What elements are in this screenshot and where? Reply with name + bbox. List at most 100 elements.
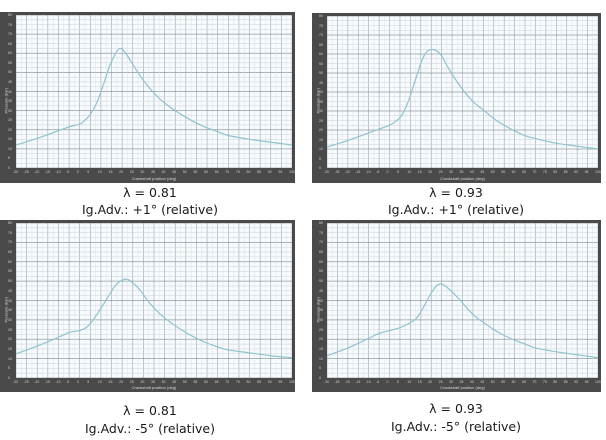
y-tick-label: 20 [8,127,12,132]
line-chart-2 [327,16,598,168]
x-tick-label: 90 [574,170,579,174]
x-axis-title-3: Crankshaft position (deg) [131,385,177,390]
x-tick-label: 5 [396,170,399,174]
x-tick-label: 80 [246,170,251,174]
x-axis-title-4: Crankshaft position (deg) [440,385,485,390]
x-tick-label: -5 [66,170,70,174]
y-tick-label: 5 [8,366,10,371]
x-tick-label: 55 [501,170,506,174]
x-tick-label: -10 [55,380,61,384]
y-tick-label: 35 [319,308,323,313]
y-tick-label: 15 [8,137,12,142]
y-tick-label: 45 [8,288,12,293]
x-tick-label: 40 [469,170,474,174]
x-tick-label: 75 [235,380,240,384]
y-tick-label: 45 [319,288,323,293]
y-tick-label: 55 [319,269,323,274]
x-tick-label: 0 [386,380,389,384]
x-tick-label: 55 [501,380,506,384]
y-tick-label: 50 [8,279,12,284]
y-tick-label: 40 [8,298,12,303]
x-tick-label: 100 [289,380,295,384]
x-tick-label: 60 [204,380,208,384]
x-tick-label: 100 [289,170,295,174]
y-tick-label: 10 [8,146,12,151]
line-chart-1 [16,15,292,168]
x-tick-label: 50 [490,170,495,174]
y-tick-label: 60 [319,52,323,56]
y-tick-label: 30 [8,317,12,322]
x-tick-label: 0 [76,380,79,384]
x-tick-label: 45 [172,170,177,174]
y-tick-label: 65 [319,250,323,255]
y-tick-label: 65 [319,42,323,47]
y-tick-label: 30 [319,109,323,113]
x-tick-label: 65 [214,380,219,384]
x-tick-label: -30 [324,380,330,384]
y-tick-label: 25 [319,118,323,123]
x-tick-label: 25 [438,170,443,174]
x-tick-label: 15 [108,380,113,384]
x-tick-label: 10 [407,170,412,174]
caption-ignition-1: Ig.Adv.: +1° (relative) [82,202,218,217]
x-tick-label: 95 [584,380,589,384]
y-tick-label: 15 [8,346,12,351]
y-tick-label: 75 [8,22,12,27]
y-tick-label: 30 [319,317,323,322]
x-tick-label: 15 [417,170,422,174]
y-tick-label: 10 [8,356,12,361]
x-tick-label: 45 [480,380,485,384]
y-tick-label: 80 [8,13,12,17]
x-tick-label: 85 [257,380,262,384]
y-tick-label: 50 [319,279,323,284]
x-tick-label: 45 [480,170,485,174]
y-tick-label: 55 [8,269,12,274]
caption-lambda-2: λ = 0.93 [429,185,483,200]
y-tick-label: 5 [8,156,10,161]
x-tick-label: 75 [235,170,240,174]
x-tick-label: 35 [151,380,155,384]
x-tick-label: 85 [257,170,262,174]
x-tick-label: 55 [193,380,198,384]
x-tick-label: 55 [193,170,198,174]
x-tick-label: 95 [278,380,283,384]
plot-area-4 [327,223,598,378]
x-tick-label: 35 [459,170,464,174]
caption-ignition-3: Ig.Adv.: -5° (relative) [84,421,216,436]
x-tick-label: 90 [574,380,579,384]
x-tick-label: 90 [267,380,272,384]
x-tick-label: 45 [172,380,177,384]
x-tick-label: 80 [553,170,558,174]
x-tick-label: 65 [214,170,219,174]
y-tick-label: 0 [319,376,321,380]
x-tick-label: 95 [584,170,589,174]
x-tick-label: 75 [542,170,547,174]
x-tick-label: 20 [428,170,433,174]
x-tick-label: 90 [267,170,272,174]
x-tick-label: -20 [34,380,40,384]
y-tick-label: 40 [319,90,323,94]
x-tick-label: 70 [225,380,230,384]
x-tick-label: 15 [417,380,422,384]
x-tick-label: 85 [563,170,568,174]
x-tick-label: -5 [376,380,380,384]
y-tick-label: 10 [319,356,323,361]
y-tick-label: 25 [8,118,12,123]
x-tick-label: 40 [161,170,166,174]
x-tick-label: 60 [511,380,516,384]
x-tick-label: 5 [87,170,90,174]
y-tick-label: 70 [8,240,12,245]
y-tick-label: 0 [8,376,10,380]
y-tick-label: 5 [319,366,321,371]
x-tick-label: 50 [490,380,495,384]
x-tick-label: -20 [344,170,350,174]
x-tick-label: -25 [334,170,340,174]
x-tick-label: 0 [76,170,79,174]
y-tick-label: 60 [319,259,323,264]
y-tick-label: 80 [319,14,323,18]
y-tick-label: 15 [319,137,323,142]
y-tick-label: 70 [319,33,323,37]
plot-area-2 [327,16,598,168]
y-tick-label: 20 [8,337,12,342]
x-tick-label: 30 [449,170,453,174]
